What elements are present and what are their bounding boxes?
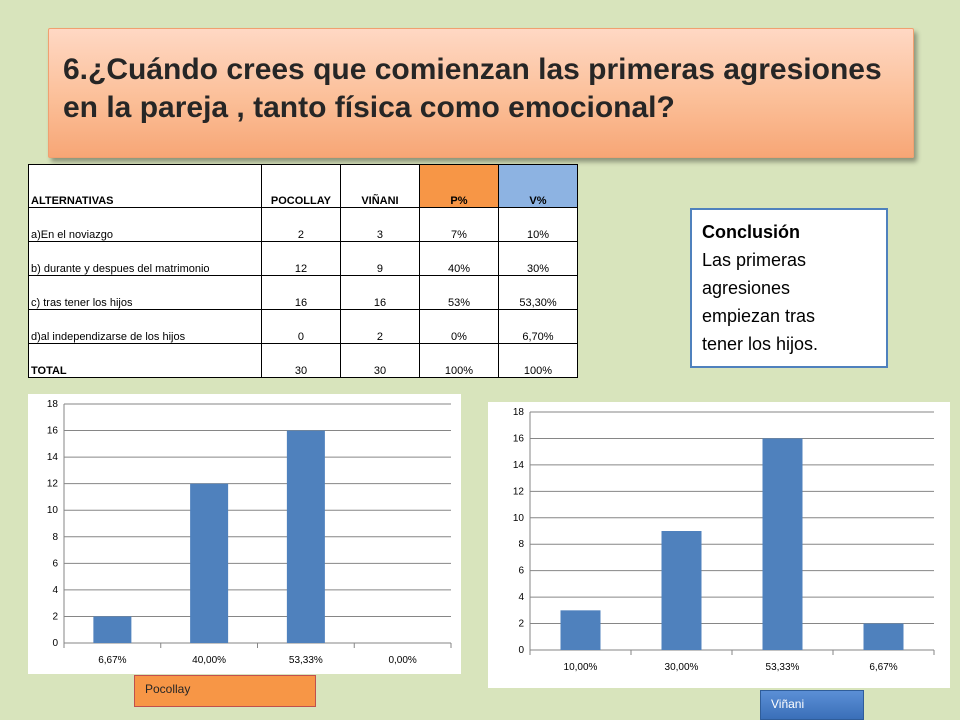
x-tick-label: 53,33% bbox=[289, 655, 323, 666]
pocollay-chart-svg: 0 2 4 6 8 10 12 14 16 18 6,67% 40,00% 53,33% 0,00% bbox=[47, 399, 452, 666]
header-p-percent: P% bbox=[418, 164, 499, 208]
table-cell: 30 bbox=[260, 343, 341, 378]
table-row: d)al independizarse de los hijos 0 2 0% … bbox=[28, 309, 579, 344]
x-tick-label: 6,67% bbox=[869, 662, 897, 673]
conclusion-box: Conclusión Las primeras agresiones empie… bbox=[690, 208, 888, 368]
y-tick-label: 4 bbox=[52, 585, 58, 596]
y-tick-label: 0 bbox=[52, 638, 58, 649]
table-row: b) durante y despues del matrimonio 12 9… bbox=[28, 241, 579, 276]
conclusion-line: agresiones bbox=[702, 278, 791, 298]
y-tick-label: 4 bbox=[518, 592, 524, 603]
y-tick-label: 2 bbox=[518, 619, 524, 630]
y-tick-label: 6 bbox=[52, 558, 58, 569]
x-tick-label: 6,67% bbox=[98, 655, 126, 666]
table-cell: 9 bbox=[339, 241, 420, 276]
header-v-percent: V% bbox=[497, 164, 579, 208]
table-cell: 3 bbox=[339, 207, 420, 242]
y-tick-label: 2 bbox=[52, 611, 58, 622]
header-pocollay: POCOLLAY bbox=[260, 164, 341, 208]
bar bbox=[863, 623, 904, 650]
vinani-chart-svg: 0 2 4 6 8 10 12 14 16 18 10,00% 30,00% 53,33% 6,67% bbox=[513, 407, 935, 673]
y-tick-label: 6 bbox=[518, 566, 524, 577]
table-cell: 0 bbox=[260, 309, 341, 344]
table-cell: 100% bbox=[418, 343, 499, 378]
table-cell: 2 bbox=[260, 207, 341, 242]
bar bbox=[190, 483, 229, 643]
title-banner: 6.¿Cuándo crees que comienzan las primer… bbox=[48, 28, 914, 158]
x-tick-label: 30,00% bbox=[665, 662, 699, 673]
bar bbox=[762, 438, 803, 650]
table-cell: b) durante y despues del matrimonio bbox=[28, 241, 262, 276]
y-tick-label: 18 bbox=[47, 399, 59, 410]
header-vinani: VIÑANI bbox=[339, 164, 420, 208]
table-cell: 100% bbox=[497, 343, 579, 378]
conclusion-heading: Conclusión bbox=[702, 222, 800, 242]
table-cell: 0% bbox=[418, 309, 499, 344]
table-cell: c) tras tener los hijos bbox=[28, 275, 262, 310]
table-cell: 40% bbox=[418, 241, 499, 276]
conclusion-line: Las primeras bbox=[702, 250, 807, 270]
table-cell: 10% bbox=[497, 207, 579, 242]
bar bbox=[93, 616, 132, 643]
pocollay-chart: 0 2 4 6 8 10 12 14 16 18 6,67% 40,00% 53,33% 0,00% bbox=[28, 394, 461, 674]
y-tick-label: 8 bbox=[518, 539, 524, 550]
vinani-label: Viñani bbox=[760, 690, 864, 720]
table-header-row: ALTERNATIVAS POCOLLAY VIÑANI P% V% bbox=[28, 164, 579, 208]
y-tick-label: 14 bbox=[47, 452, 59, 463]
table-total-row: TOTAL 30 30 100% 100% bbox=[28, 343, 579, 378]
table-cell: 53,30% bbox=[497, 275, 579, 310]
table-cell: 16 bbox=[260, 275, 341, 310]
conclusion-line: empiezan tras bbox=[702, 306, 816, 326]
vinani-chart: 0 2 4 6 8 10 12 14 16 18 10,00% 30,00% 53,33% 6,67% bbox=[488, 402, 950, 688]
table-cell: 2 bbox=[339, 309, 420, 344]
table-cell: 16 bbox=[339, 275, 420, 310]
table-row: c) tras tener los hijos 16 16 53% 53,30% bbox=[28, 275, 579, 310]
table-cell: TOTAL bbox=[28, 343, 262, 378]
x-tick-label: 0,00% bbox=[388, 655, 416, 666]
table-cell: 12 bbox=[260, 241, 341, 276]
page-title: 6.¿Cuándo crees que comienzan las primer… bbox=[63, 53, 882, 124]
pocollay-label: Pocollay bbox=[134, 675, 316, 707]
table-cell: 53% bbox=[418, 275, 499, 310]
x-tick-label: 40,00% bbox=[192, 655, 226, 666]
y-tick-label: 8 bbox=[52, 532, 58, 543]
table-cell: 30% bbox=[497, 241, 579, 276]
y-tick-label: 18 bbox=[513, 407, 525, 418]
table-row: a)En el noviazgo 2 3 7% 10% bbox=[28, 207, 579, 242]
table-cell: 6,70% bbox=[497, 309, 579, 344]
y-tick-label: 16 bbox=[47, 426, 59, 437]
y-tick-label: 10 bbox=[47, 505, 59, 516]
x-tick-label: 10,00% bbox=[564, 662, 598, 673]
y-tick-label: 10 bbox=[513, 513, 525, 524]
table-cell: 30 bbox=[339, 343, 420, 378]
header-alternativas: ALTERNATIVAS bbox=[28, 164, 262, 208]
data-table: ALTERNATIVAS POCOLLAY VIÑANI P% V% a)En … bbox=[28, 164, 579, 378]
x-tick-label: 53,33% bbox=[766, 662, 800, 673]
y-tick-label: 16 bbox=[513, 433, 525, 444]
y-tick-label: 0 bbox=[518, 645, 524, 656]
conclusion-line: tener los hijos. bbox=[702, 334, 819, 354]
y-tick-label: 12 bbox=[47, 479, 59, 490]
table-cell: 7% bbox=[418, 207, 499, 242]
bar bbox=[661, 531, 702, 650]
bar bbox=[560, 610, 601, 650]
table-cell: d)al independizarse de los hijos bbox=[28, 309, 262, 344]
table-cell: a)En el noviazgo bbox=[28, 207, 262, 242]
y-tick-label: 14 bbox=[513, 460, 525, 471]
bar bbox=[286, 430, 325, 643]
y-tick-label: 12 bbox=[513, 486, 525, 497]
